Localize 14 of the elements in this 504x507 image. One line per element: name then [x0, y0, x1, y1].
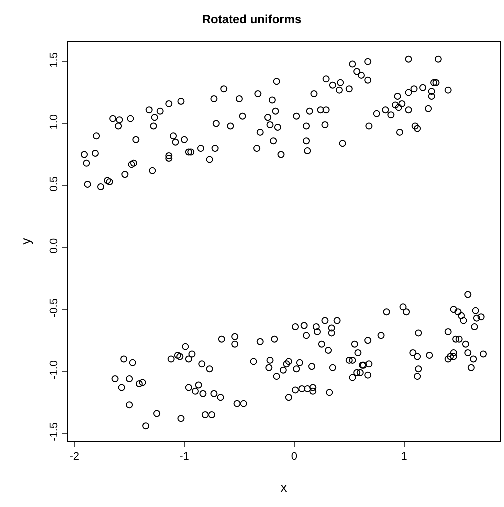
y-tick-label: -0.5: [48, 298, 61, 318]
y-tick-label: 0.0: [48, 238, 61, 254]
y-tick-label: 1.5: [48, 52, 61, 68]
x-tick-label: -2: [70, 451, 80, 464]
chart-title: Rotated uniforms: [202, 12, 302, 27]
x-axis-title: x: [280, 480, 288, 495]
y-tick-label: 1.0: [48, 114, 61, 130]
x-tick-label: -1: [180, 451, 190, 464]
y-tick-label: -1.5: [48, 422, 61, 442]
y-tick-label: 0.5: [48, 176, 61, 192]
x-tick-label: 0: [291, 451, 298, 464]
x-tick-label: 1: [401, 451, 408, 464]
y-tick-label: -1.0: [48, 360, 61, 380]
y-axis-title: y: [18, 238, 34, 245]
